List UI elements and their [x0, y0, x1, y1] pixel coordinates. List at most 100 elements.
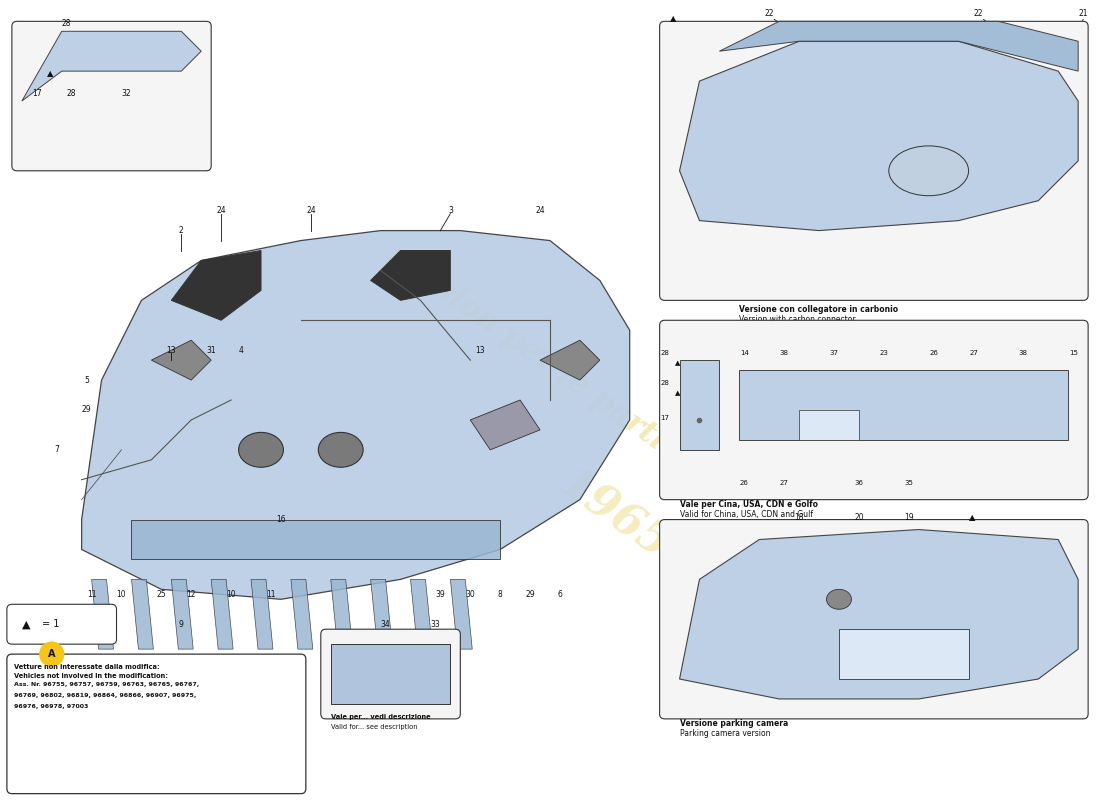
Text: 7: 7: [54, 446, 59, 454]
FancyBboxPatch shape: [321, 630, 460, 719]
Text: 10: 10: [227, 590, 235, 599]
Text: 1965: 1965: [550, 462, 676, 569]
Text: 20: 20: [854, 513, 864, 522]
Text: 28: 28: [660, 350, 669, 356]
Text: 29: 29: [526, 590, 535, 599]
Polygon shape: [211, 579, 233, 649]
Text: 11: 11: [266, 590, 276, 599]
Text: Valid for China, USA, CDN and Gulf: Valid for China, USA, CDN and Gulf: [680, 510, 813, 518]
Text: 23: 23: [879, 350, 889, 356]
Text: A: A: [48, 649, 55, 659]
Text: 37: 37: [829, 350, 838, 356]
Text: Ass. Nr. 96755, 96757, 96759, 96763, 96765, 96767,: Ass. Nr. 96755, 96757, 96759, 96763, 967…: [14, 682, 199, 687]
Text: 27: 27: [969, 350, 978, 356]
Ellipse shape: [826, 590, 851, 610]
Text: Vetture non interessate dalla modifica:: Vetture non interessate dalla modifica:: [14, 664, 160, 670]
Text: 11: 11: [87, 590, 97, 599]
Text: ▲: ▲: [670, 14, 676, 23]
Ellipse shape: [889, 146, 968, 196]
Text: 21: 21: [1078, 10, 1088, 18]
Text: 24: 24: [217, 206, 226, 215]
Text: Version with carbon connector: Version with carbon connector: [739, 315, 856, 324]
Text: 2: 2: [179, 226, 184, 235]
Text: Versione con collegatore in carbonio: Versione con collegatore in carbonio: [739, 306, 899, 314]
Text: 13: 13: [475, 346, 485, 354]
Text: 28: 28: [660, 380, 669, 386]
Text: Versione parking camera: Versione parking camera: [680, 719, 788, 728]
Text: 30: 30: [465, 590, 475, 599]
FancyBboxPatch shape: [7, 604, 117, 644]
Text: 19: 19: [904, 513, 914, 522]
Text: passion per le parti: passion per le parti: [381, 241, 671, 457]
Text: 13: 13: [166, 346, 176, 354]
Text: Vehicles not involved in the modification:: Vehicles not involved in the modificatio…: [14, 673, 168, 679]
Polygon shape: [22, 31, 201, 101]
Polygon shape: [371, 250, 450, 300]
Text: 31: 31: [207, 346, 216, 354]
Polygon shape: [251, 579, 273, 649]
Polygon shape: [91, 579, 113, 649]
Text: 32: 32: [122, 89, 131, 98]
Polygon shape: [81, 230, 629, 599]
Polygon shape: [540, 340, 600, 380]
FancyBboxPatch shape: [12, 22, 211, 170]
Polygon shape: [839, 630, 968, 679]
Ellipse shape: [318, 432, 363, 467]
Text: 17: 17: [32, 89, 42, 98]
Text: 96769, 96802, 96819, 96864, 96866, 96907, 96975,: 96769, 96802, 96819, 96864, 96866, 96907…: [14, 693, 196, 698]
Text: Vale per... vedi descrizione: Vale per... vedi descrizione: [331, 714, 430, 720]
Text: 38: 38: [780, 350, 789, 356]
Polygon shape: [799, 410, 859, 440]
Text: 15: 15: [1069, 350, 1078, 356]
Polygon shape: [371, 579, 393, 649]
Text: 35: 35: [904, 480, 913, 486]
Text: 22: 22: [764, 10, 774, 18]
Text: Parking camera version: Parking camera version: [680, 729, 770, 738]
Text: 27: 27: [780, 480, 789, 486]
Polygon shape: [719, 22, 1078, 71]
Text: 4: 4: [239, 346, 243, 354]
Text: 10: 10: [117, 590, 126, 599]
Polygon shape: [172, 579, 194, 649]
Text: 96976, 96978, 97003: 96976, 96978, 97003: [14, 704, 88, 709]
Text: 33: 33: [430, 620, 440, 630]
Text: Valid for... see description: Valid for... see description: [331, 724, 417, 730]
Text: ▲: ▲: [22, 619, 31, 630]
Polygon shape: [132, 579, 153, 649]
Text: Vale per Cina, USA, CDN e Golfo: Vale per Cina, USA, CDN e Golfo: [680, 500, 817, 509]
Polygon shape: [739, 370, 1068, 440]
Polygon shape: [471, 400, 540, 450]
Polygon shape: [152, 340, 211, 380]
Text: ▲: ▲: [968, 513, 975, 522]
Text: 14: 14: [740, 350, 749, 356]
FancyBboxPatch shape: [660, 22, 1088, 300]
Text: ▲: ▲: [47, 69, 53, 78]
Text: 36: 36: [855, 480, 864, 486]
Text: 22: 22: [974, 10, 983, 18]
Text: 9: 9: [179, 620, 184, 629]
Text: ▲: ▲: [674, 390, 680, 396]
Text: ▲: ▲: [674, 360, 680, 366]
Text: 25: 25: [156, 590, 166, 599]
Text: 39: 39: [436, 590, 446, 599]
Text: 16: 16: [276, 515, 286, 524]
Circle shape: [40, 642, 64, 666]
Text: 18: 18: [794, 513, 804, 522]
Text: 5: 5: [85, 375, 89, 385]
Text: 26: 26: [740, 480, 749, 486]
Polygon shape: [331, 579, 353, 649]
FancyBboxPatch shape: [660, 320, 1088, 500]
Text: 3: 3: [448, 206, 453, 215]
Polygon shape: [680, 42, 1078, 230]
Text: 38: 38: [1019, 350, 1027, 356]
Text: 6: 6: [558, 590, 562, 599]
Text: 29: 29: [81, 406, 91, 414]
Polygon shape: [680, 530, 1078, 699]
Polygon shape: [450, 579, 472, 649]
Text: 34: 34: [381, 620, 390, 630]
Text: 24: 24: [536, 206, 544, 215]
Polygon shape: [172, 250, 261, 320]
Text: 28: 28: [67, 89, 76, 98]
Text: 28: 28: [62, 19, 72, 28]
Text: 12: 12: [187, 590, 196, 599]
